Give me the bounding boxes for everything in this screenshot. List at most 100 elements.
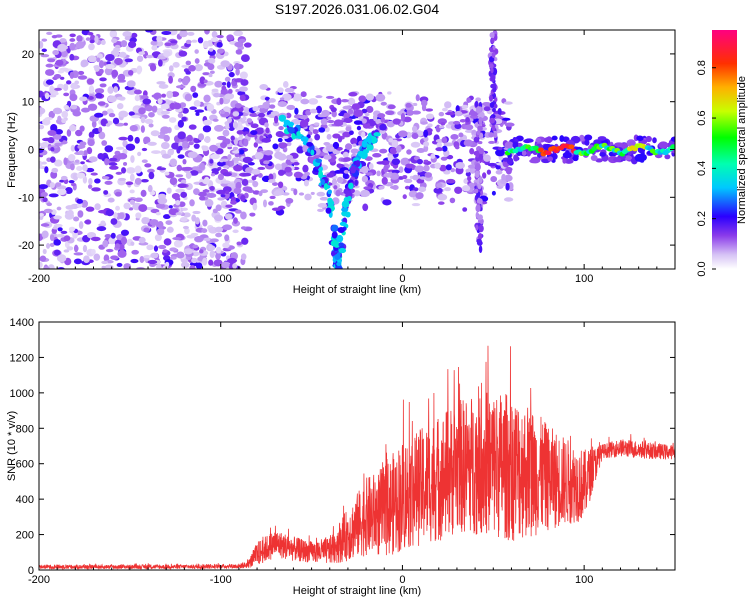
spectrogram-cell: [419, 176, 427, 180]
spectrogram-cell: [203, 79, 208, 83]
spectrogram-cell: [175, 174, 184, 178]
spectrogram-cell: [420, 121, 428, 125]
spectrogram-cell: [414, 165, 425, 173]
spectrogram-cell: [134, 165, 142, 174]
spectrogram-cell: [237, 121, 243, 129]
spectrogram-cell: [98, 60, 104, 69]
spectrogram-cell: [157, 59, 163, 67]
spectrogram-cell: [441, 145, 448, 152]
spectrogram-cell: [86, 232, 97, 239]
spectrogram-cell: [117, 249, 127, 258]
spectrogram-cell: [621, 143, 628, 150]
spectrogram-cell: [501, 173, 507, 182]
spectrogram-cell: [363, 186, 372, 190]
spectrogram-cell: [242, 116, 247, 121]
spectrogram-cell: [243, 138, 249, 147]
spectrogram-cell: [50, 171, 58, 179]
spectrogram-cell: [489, 47, 494, 53]
spectrogram-xlabel: Height of straight line (km): [293, 284, 421, 296]
spectrogram-cell: [189, 265, 196, 269]
spectrogram-cell: [181, 207, 188, 211]
spectrogram-cell: [208, 259, 214, 266]
spectrogram-cell: [232, 157, 242, 162]
spectrogram-cell: [59, 38, 67, 43]
spectrogram-cell: [284, 166, 292, 173]
spectrogram-cell: [94, 92, 103, 99]
spectrogram-cell: [215, 252, 221, 260]
spectrogram-cell: [114, 191, 122, 197]
spectrogram-cell: [60, 175, 68, 181]
spectrogram-cell: [309, 108, 318, 114]
spectrogram-cell: [333, 185, 338, 190]
spectrogram-cell: [108, 237, 116, 245]
spectrogram-cell: [50, 123, 58, 132]
spectrogram-cell: [239, 71, 248, 80]
spectrogram-cell: [123, 202, 131, 210]
spectrogram-cell: [263, 160, 270, 165]
spectrogram-cell: [521, 149, 527, 156]
spectrogram-cell: [88, 85, 95, 94]
spectrogram-cell: [44, 166, 49, 174]
spectrogram-cell: [234, 102, 242, 109]
spectrogram-cell: [182, 77, 189, 86]
spectrogram-cell: [115, 205, 120, 211]
spectrogram-cell: [213, 259, 223, 267]
spectrogram-cell: [93, 253, 101, 261]
spectrogram-cell: [513, 154, 519, 162]
spectrogram-cell: [140, 179, 149, 183]
spectrogram-cell: [81, 107, 91, 113]
spectrogram-cell: [495, 149, 505, 157]
spectrogram-cell: [503, 197, 514, 202]
spectrogram-cell: [160, 103, 170, 110]
spectrogram-cell: [262, 199, 267, 208]
spectrogram-cell: [68, 226, 76, 232]
spectrogram-cell: [104, 158, 110, 166]
spectrogram-cell: [232, 229, 239, 234]
spectrogram-cell: [76, 198, 84, 204]
spectrogram-cell: [489, 101, 495, 108]
spectrogram-cell: [310, 191, 315, 195]
spectrogram-cell: [400, 157, 411, 166]
spectrogram-cell: [163, 50, 171, 58]
spectrogram-cell: [118, 51, 127, 58]
spectrogram-cell: [41, 230, 49, 239]
spectrogram-cell: [579, 134, 585, 142]
spectrogram-cell: [87, 55, 97, 63]
spectrogram-cell: [423, 159, 429, 163]
spectrogram-cell: [294, 107, 299, 115]
spectrogram-cell: [175, 200, 181, 206]
spectrogram-cell: [185, 70, 191, 75]
spectrogram-cell: [252, 180, 259, 188]
spectrogram-cell: [381, 177, 388, 185]
spectrogram-cell: [182, 158, 187, 165]
spectrogram-cell: [94, 203, 101, 211]
spectrogram-cell: [455, 162, 465, 169]
spectrogram-cell: [220, 141, 227, 149]
spectrogram-cell: [91, 187, 101, 192]
spectrogram-cell: [136, 67, 142, 75]
spectrogram-cell: [258, 190, 263, 197]
colorbar-tick-label: 0.8: [696, 60, 708, 75]
spectrogram-cell: [194, 58, 200, 64]
spectrogram-xtick-label: -200: [28, 273, 50, 285]
spectrogram-cell: [211, 88, 219, 93]
spectrogram-cell: [78, 150, 85, 156]
spectrogram-cell: [194, 64, 203, 72]
spectrogram-cell: [150, 40, 158, 46]
spectrogram-cell: [66, 246, 74, 251]
spectrogram-cell: [336, 176, 344, 184]
spectrogram-cell: [57, 227, 63, 232]
spectrogram-cell: [102, 176, 110, 180]
spectrogram-cell: [411, 203, 421, 207]
spectrogram-cell: [356, 125, 362, 131]
spectrogram-cell: [445, 112, 455, 116]
spectrogram-cell: [140, 116, 146, 124]
snr-ytick-label: 200: [16, 530, 34, 542]
spectrogram-cell: [502, 117, 511, 121]
spectrogram-cell: [516, 142, 523, 148]
spectrogram-cell: [302, 144, 308, 153]
spectrogram-cell: [61, 110, 69, 118]
spectrogram-cell: [69, 42, 76, 51]
spectrogram-cell: [353, 120, 363, 125]
